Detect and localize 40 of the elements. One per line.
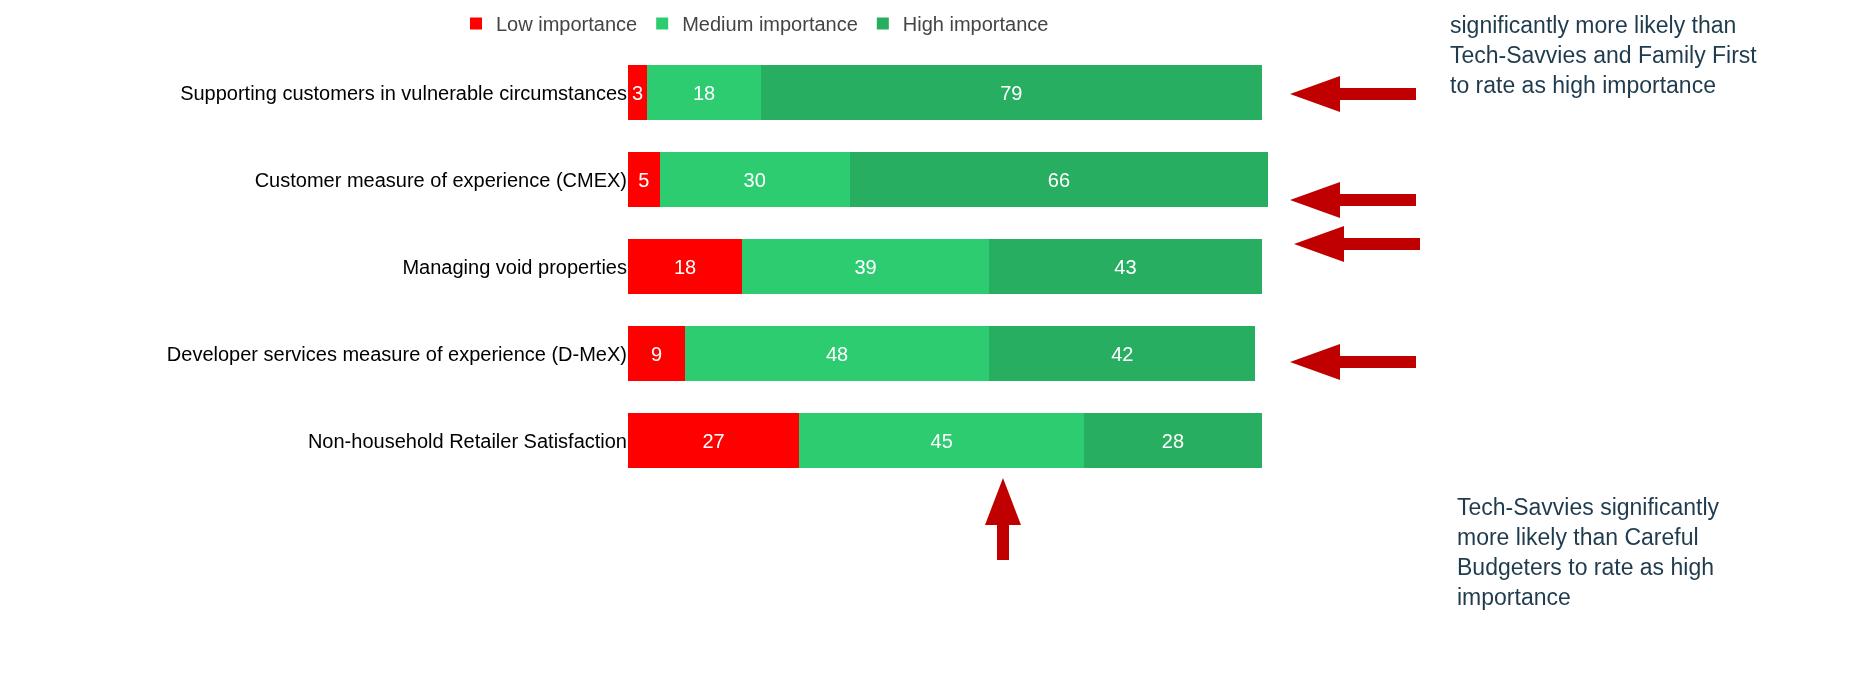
bar bbox=[628, 412, 800, 469]
data-label: 45 bbox=[930, 429, 953, 452]
bar bbox=[628, 64, 648, 121]
bar bbox=[989, 238, 1262, 295]
bar bbox=[742, 238, 990, 295]
bar bbox=[989, 325, 1256, 382]
y-tick-label: Developer services measure of experience (D-MeX) bbox=[166, 342, 627, 365]
legend-label: Medium importance bbox=[682, 13, 858, 36]
bar bbox=[628, 325, 686, 382]
data-label: 3 bbox=[631, 81, 644, 104]
data-label: 28 bbox=[1161, 429, 1185, 452]
bar bbox=[799, 412, 1085, 469]
data-label: 48 bbox=[825, 342, 849, 365]
bar bbox=[685, 325, 990, 382]
legend-label: Low importance bbox=[496, 13, 638, 36]
data-label: 66 bbox=[1047, 168, 1071, 191]
y-tick-label: Customer measure of experience (CMEX) bbox=[254, 168, 627, 191]
data-label: 39 bbox=[854, 255, 877, 278]
bar bbox=[1084, 412, 1262, 469]
bar bbox=[761, 64, 1262, 121]
bar bbox=[628, 238, 743, 295]
y-tick-label: Supporting customers in vulnerable circumstances bbox=[180, 81, 627, 104]
legend-label: High importance bbox=[902, 13, 1049, 36]
bar bbox=[628, 151, 660, 208]
data-label: 79 bbox=[1000, 81, 1023, 104]
data-label: 5 bbox=[638, 168, 650, 191]
data-label: 30 bbox=[743, 168, 766, 191]
data-label: 42 bbox=[1111, 342, 1134, 365]
data-label: 9 bbox=[650, 342, 663, 365]
data-label: 27 bbox=[702, 429, 725, 452]
bar bbox=[849, 151, 1268, 208]
y-tick-label: Managing void properties bbox=[402, 255, 627, 278]
data-label: 18 bbox=[673, 255, 697, 278]
data-label: 43 bbox=[1114, 255, 1137, 278]
text: significantly more likely than Tech-Savvies and Family First to rate as high importance bbox=[1450, 12, 1758, 98]
text: Tech-Savvies significantly more likely than Careful Budgeters to rate as high importance bbox=[1457, 494, 1720, 610]
bar bbox=[659, 151, 850, 208]
bar bbox=[647, 64, 762, 121]
data-label: 18 bbox=[692, 81, 716, 104]
y-tick-label: Non-household Retailer Satisfaction bbox=[307, 429, 627, 452]
